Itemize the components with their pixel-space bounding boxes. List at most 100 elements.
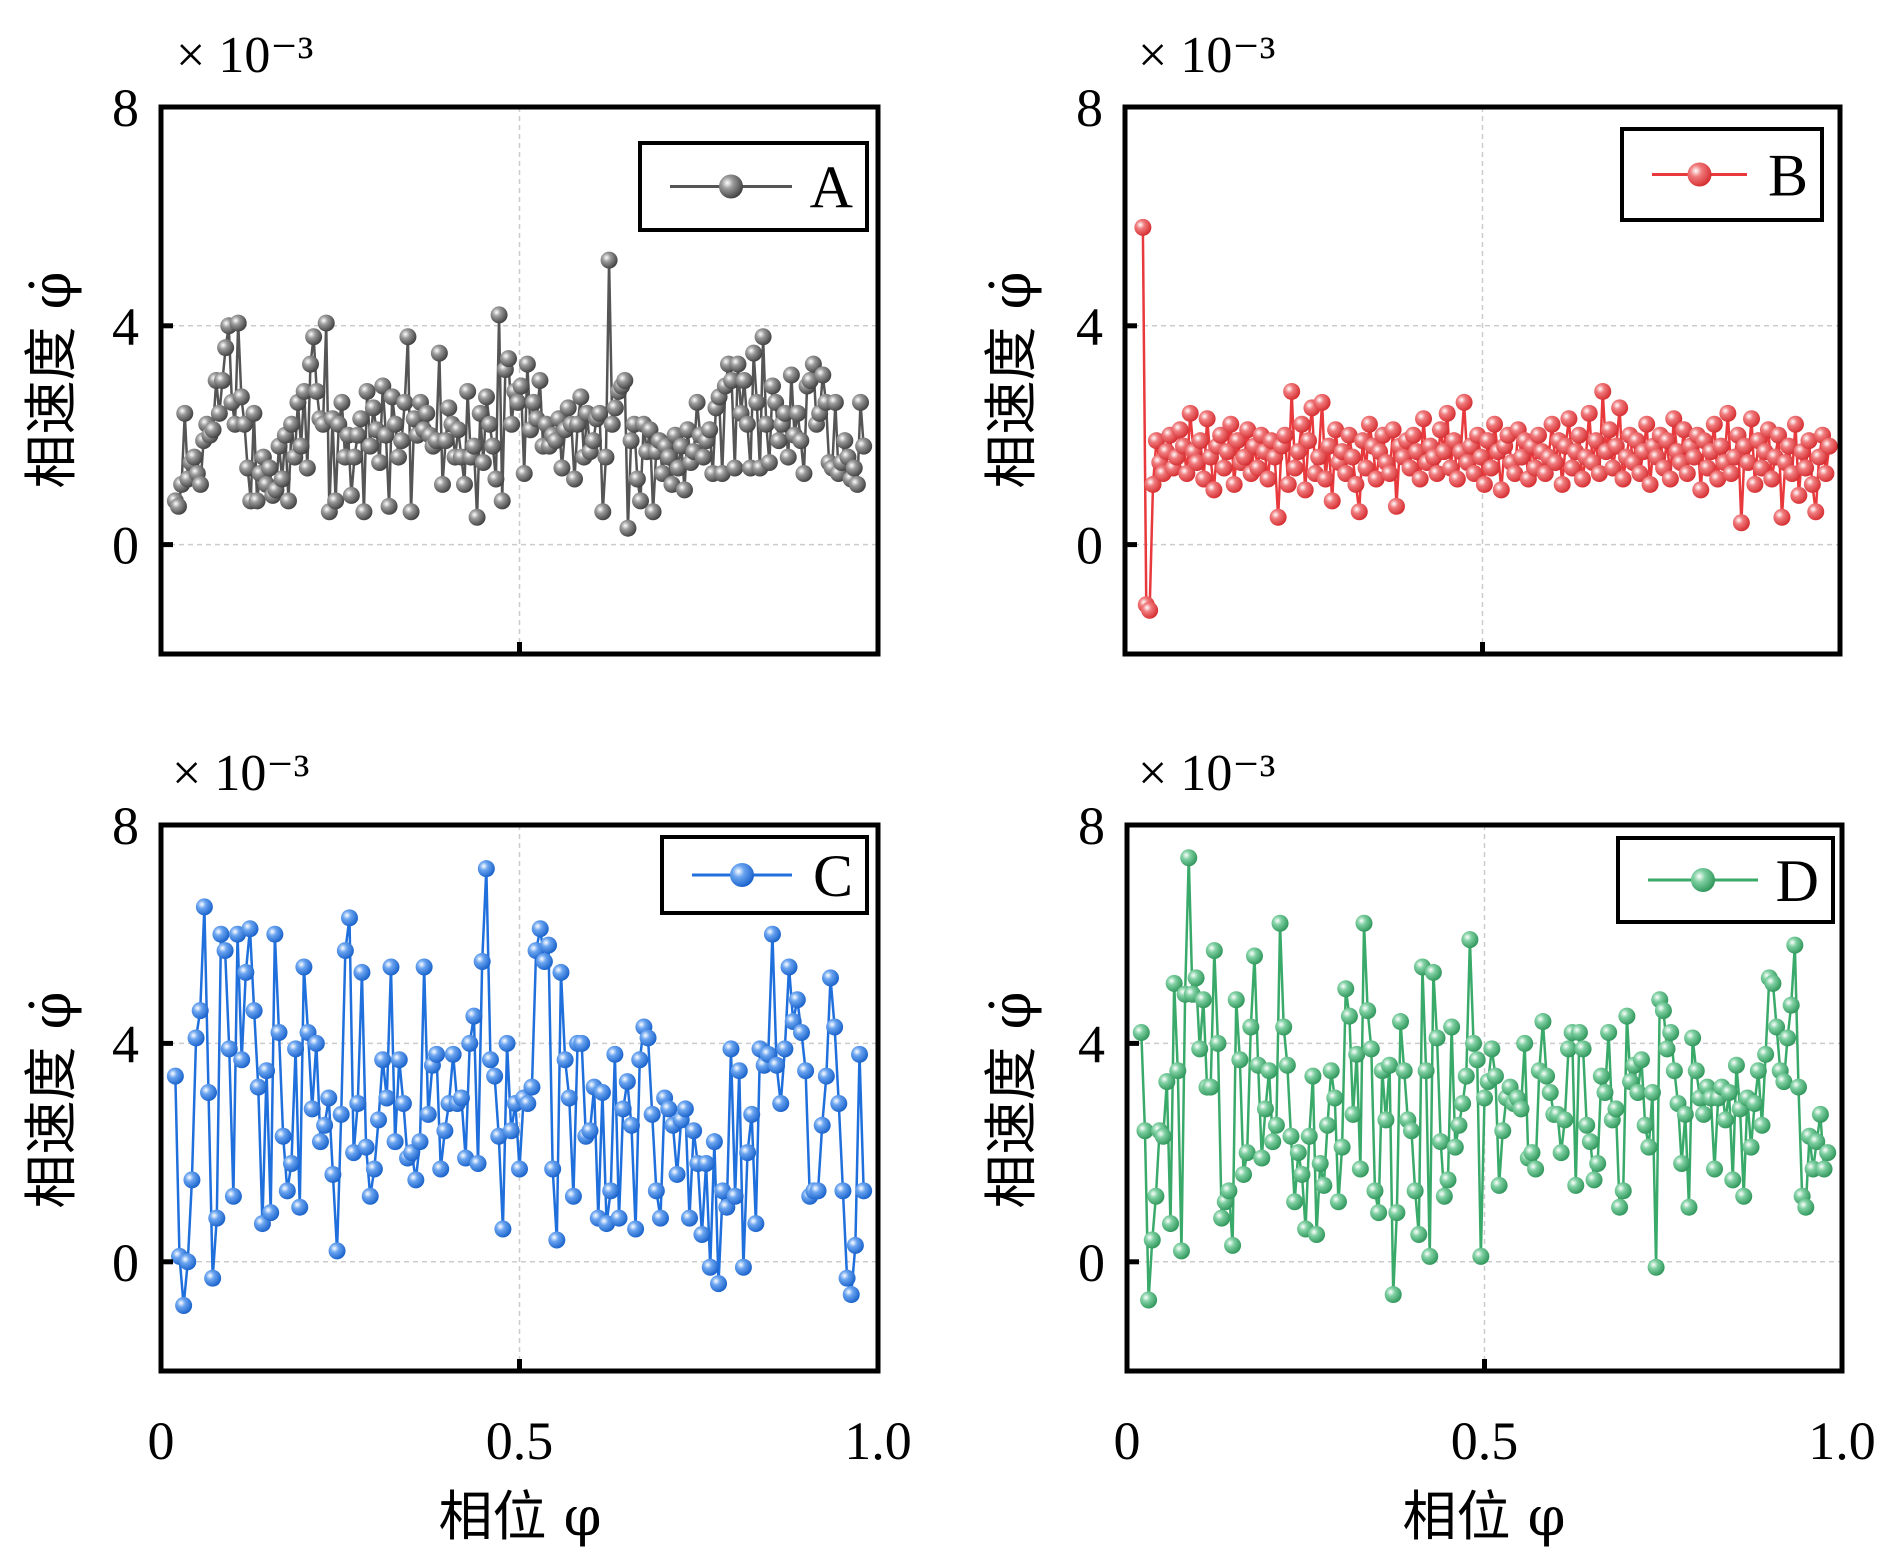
data-point: [1527, 1160, 1545, 1178]
data-point: [1815, 1160, 1833, 1178]
data-point: [792, 432, 810, 450]
data-point: [486, 1067, 504, 1085]
data-point: [1590, 464, 1608, 482]
y-tick-label: 8: [1078, 796, 1105, 856]
data-point: [204, 421, 222, 439]
data-point: [1640, 1138, 1658, 1156]
data-point: [436, 1122, 454, 1140]
data-point: [1326, 1089, 1344, 1107]
data-point: [668, 1165, 686, 1183]
data-point: [1476, 1089, 1493, 1107]
data-point: [481, 1051, 499, 1069]
data-point: [1589, 1155, 1607, 1173]
data-point: [1191, 1040, 1209, 1058]
data-point: [1607, 1100, 1625, 1118]
data-point: [1479, 432, 1497, 450]
data-point: [1279, 475, 1297, 493]
data-point: [349, 1094, 367, 1112]
data-point: [1311, 1155, 1329, 1173]
data-point: [1764, 974, 1782, 992]
data-point: [772, 1094, 790, 1112]
data-point: [317, 314, 335, 332]
y-multiplier-label: × 10⁻³: [1138, 27, 1275, 84]
data-point: [1482, 459, 1500, 477]
data-point: [1596, 1084, 1614, 1102]
data-point: [1461, 931, 1479, 949]
data-point: [1742, 1138, 1760, 1156]
data-point: [1187, 969, 1205, 987]
data-point: [283, 415, 301, 433]
data-point: [1789, 1078, 1807, 1096]
data-point: [697, 1155, 715, 1173]
data-point: [1410, 1226, 1428, 1243]
data-point: [166, 1067, 184, 1085]
data-point: [1238, 1144, 1256, 1162]
data-point: [1136, 1122, 1154, 1140]
data-point: [1205, 481, 1223, 499]
data-point: [1757, 1045, 1775, 1063]
data-point: [1661, 470, 1679, 488]
data-point: [1636, 1116, 1654, 1134]
data-point: [1366, 1182, 1384, 1200]
series-d: [1132, 849, 1837, 1309]
data-point: [224, 1187, 242, 1205]
data-point: [525, 393, 543, 411]
data-point: [842, 1286, 860, 1304]
data-point: [175, 1296, 193, 1314]
data-point: [1808, 1133, 1826, 1151]
data-point: [726, 459, 744, 477]
y-tick-label: 8: [1076, 78, 1103, 138]
data-point: [1242, 1018, 1260, 1036]
data-point: [639, 1029, 657, 1047]
data-point: [370, 1111, 388, 1129]
data-point: [361, 1187, 379, 1205]
data-point: [723, 372, 741, 389]
data-point: [396, 393, 414, 411]
data-point: [1654, 1002, 1672, 1020]
data-point: [531, 920, 549, 938]
data-point: [1536, 464, 1554, 482]
data-point: [597, 448, 615, 466]
data-point: [851, 1045, 869, 1063]
data-point: [279, 492, 297, 510]
data-point: [1435, 1187, 1453, 1205]
data-point: [1486, 415, 1504, 433]
data-point: [1417, 1062, 1435, 1080]
data-point: [512, 377, 530, 395]
data-point: [1749, 1062, 1767, 1080]
data-point: [1543, 415, 1561, 433]
data-point: [1296, 481, 1314, 499]
y-axis-title: 相速度 φ̇: [980, 272, 1043, 489]
data-point: [535, 953, 553, 970]
data-point: [1415, 410, 1433, 428]
data-point: [208, 1209, 226, 1227]
data-point: [484, 437, 502, 455]
data-point: [643, 1105, 661, 1123]
data-point: [490, 306, 508, 324]
data-point: [358, 382, 376, 400]
x-tick-label: 0: [148, 1411, 175, 1471]
data-point: [676, 1100, 694, 1118]
data-point: [386, 415, 404, 433]
data-point: [603, 415, 621, 433]
data-point: [776, 404, 794, 422]
data-point: [1684, 1029, 1702, 1047]
data-point: [1455, 393, 1473, 411]
data-point: [1198, 410, 1216, 428]
data-point: [380, 497, 398, 515]
data-point: [1278, 1056, 1296, 1074]
data-point: [1172, 1242, 1190, 1260]
legend-a: A: [638, 141, 869, 232]
data-point: [1327, 421, 1345, 439]
data-point: [593, 1084, 611, 1102]
data-point: [743, 1105, 761, 1123]
legend-label: D: [1776, 848, 1819, 914]
data-point: [1552, 1144, 1570, 1162]
data-point: [1538, 1067, 1556, 1085]
data-point: [1726, 448, 1744, 466]
data-point: [1319, 1116, 1337, 1134]
data-point: [1629, 1084, 1647, 1102]
data-point: [1381, 464, 1399, 482]
data-point: [1188, 454, 1206, 472]
data-point: [493, 492, 511, 510]
